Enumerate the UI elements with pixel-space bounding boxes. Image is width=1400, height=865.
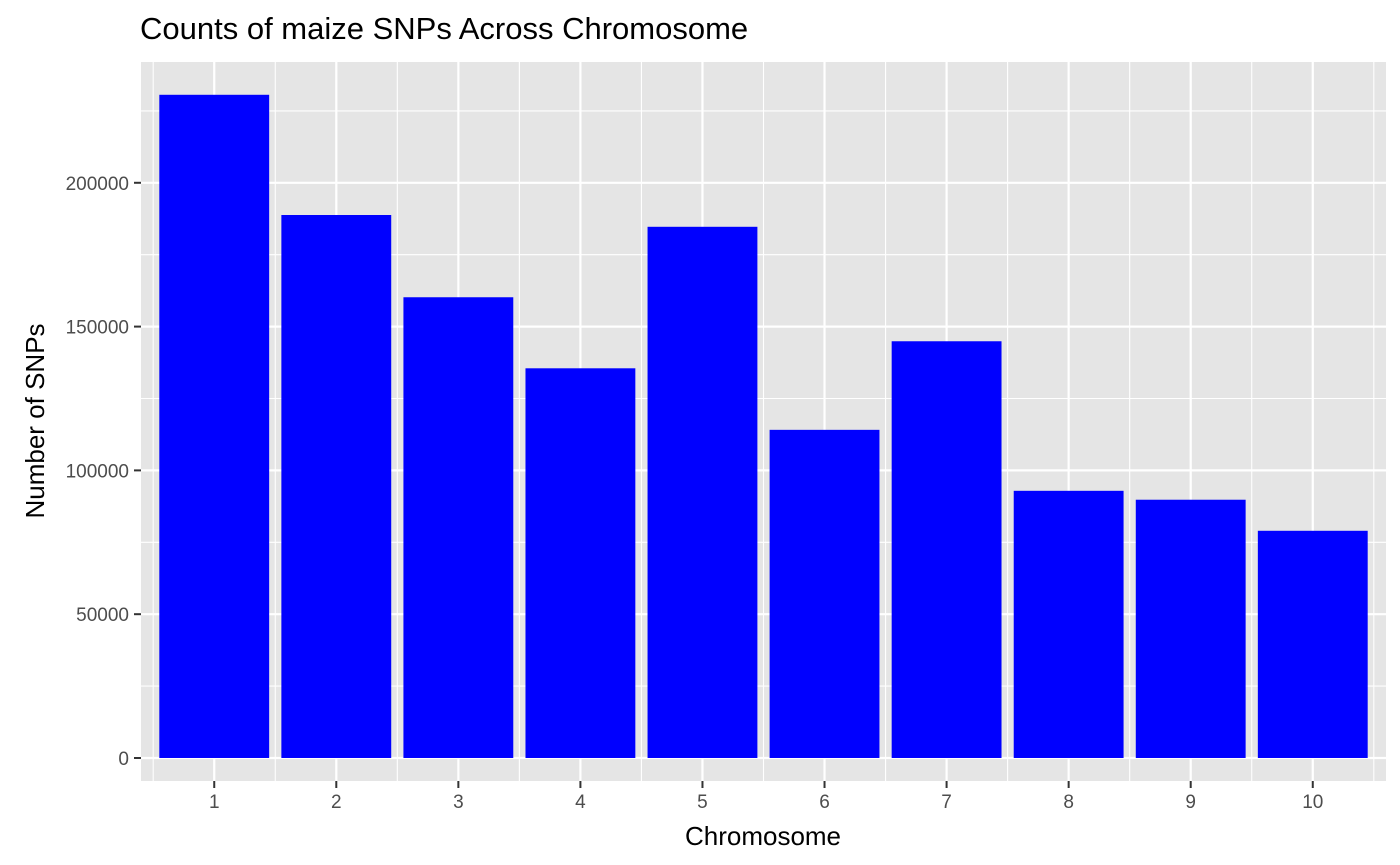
x-axis-title: Chromosome bbox=[685, 821, 841, 851]
bar-chromosome-1 bbox=[159, 94, 270, 758]
bar-chromosome-3 bbox=[403, 297, 514, 758]
x-tick-label: 10 bbox=[1302, 792, 1323, 813]
bar-chromosome-8 bbox=[1013, 490, 1124, 758]
bar-chromosome-2 bbox=[281, 215, 392, 758]
x-tick-label: 6 bbox=[819, 792, 830, 813]
bar-chromosome-9 bbox=[1135, 499, 1246, 758]
x-tick-label: 1 bbox=[209, 792, 220, 813]
y-tick-label: 200000 bbox=[66, 174, 129, 195]
y-tick-label: 150000 bbox=[66, 318, 129, 339]
bar-chromosome-7 bbox=[891, 341, 1002, 758]
x-tick-label: 7 bbox=[941, 792, 952, 813]
bar-chromosome-4 bbox=[525, 368, 636, 758]
chart-title: Counts of maize SNPs Across Chromosome bbox=[140, 11, 748, 46]
x-tick-label: 9 bbox=[1185, 792, 1196, 813]
bars bbox=[159, 94, 1368, 758]
x-tick-label: 4 bbox=[575, 792, 586, 813]
bar-chromosome-10 bbox=[1257, 530, 1368, 758]
y-axis-title: Number of SNPs bbox=[20, 323, 50, 518]
x-axis: 1 2 3 4 5 6 7 8 9 10 bbox=[209, 781, 1323, 813]
x-tick-label: 8 bbox=[1063, 792, 1074, 813]
y-tick-label: 0 bbox=[118, 749, 129, 770]
bar-chromosome-6 bbox=[769, 429, 880, 758]
y-axis: 0 50000 100000 150000 200000 bbox=[66, 174, 141, 770]
x-tick-label: 3 bbox=[453, 792, 464, 813]
y-tick-label: 100000 bbox=[66, 461, 129, 482]
x-tick-label: 5 bbox=[697, 792, 708, 813]
bar-chromosome-5 bbox=[647, 226, 758, 758]
y-tick-label: 50000 bbox=[76, 605, 129, 626]
x-tick-label: 2 bbox=[331, 792, 342, 813]
